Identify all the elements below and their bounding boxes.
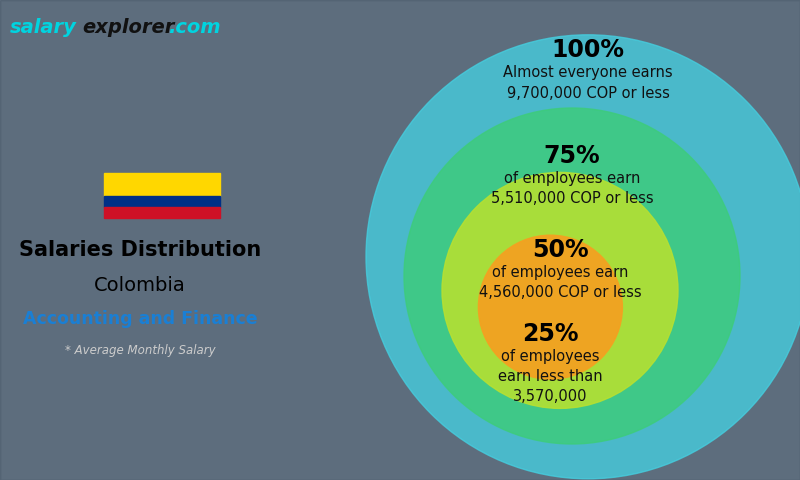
Circle shape — [366, 35, 800, 479]
Circle shape — [442, 172, 678, 408]
Text: salary: salary — [10, 18, 77, 37]
Text: * Average Monthly Salary: * Average Monthly Salary — [65, 344, 215, 357]
Bar — [104, 196, 220, 207]
Text: of employees earn
4,560,000 COP or less: of employees earn 4,560,000 COP or less — [478, 264, 642, 300]
Text: explorer: explorer — [82, 18, 174, 37]
Circle shape — [478, 235, 622, 379]
Text: of employees earn
5,510,000 COP or less: of employees earn 5,510,000 COP or less — [490, 171, 654, 206]
Text: 75%: 75% — [544, 144, 600, 168]
Text: 50%: 50% — [532, 238, 588, 262]
Text: 100%: 100% — [551, 38, 625, 62]
Circle shape — [404, 108, 740, 444]
Text: Salaries Distribution: Salaries Distribution — [19, 240, 261, 260]
Bar — [104, 207, 220, 218]
Text: Accounting and Finance: Accounting and Finance — [22, 310, 258, 328]
Text: of employees
earn less than
3,570,000: of employees earn less than 3,570,000 — [498, 348, 602, 404]
Text: 25%: 25% — [522, 322, 578, 346]
Text: Almost everyone earns
9,700,000 COP or less: Almost everyone earns 9,700,000 COP or l… — [503, 65, 673, 101]
Bar — [104, 173, 220, 196]
Text: .com: .com — [168, 18, 221, 37]
Text: Colombia: Colombia — [94, 276, 186, 295]
